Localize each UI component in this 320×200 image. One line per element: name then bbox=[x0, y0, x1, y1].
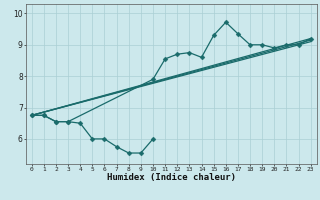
X-axis label: Humidex (Indice chaleur): Humidex (Indice chaleur) bbox=[107, 173, 236, 182]
